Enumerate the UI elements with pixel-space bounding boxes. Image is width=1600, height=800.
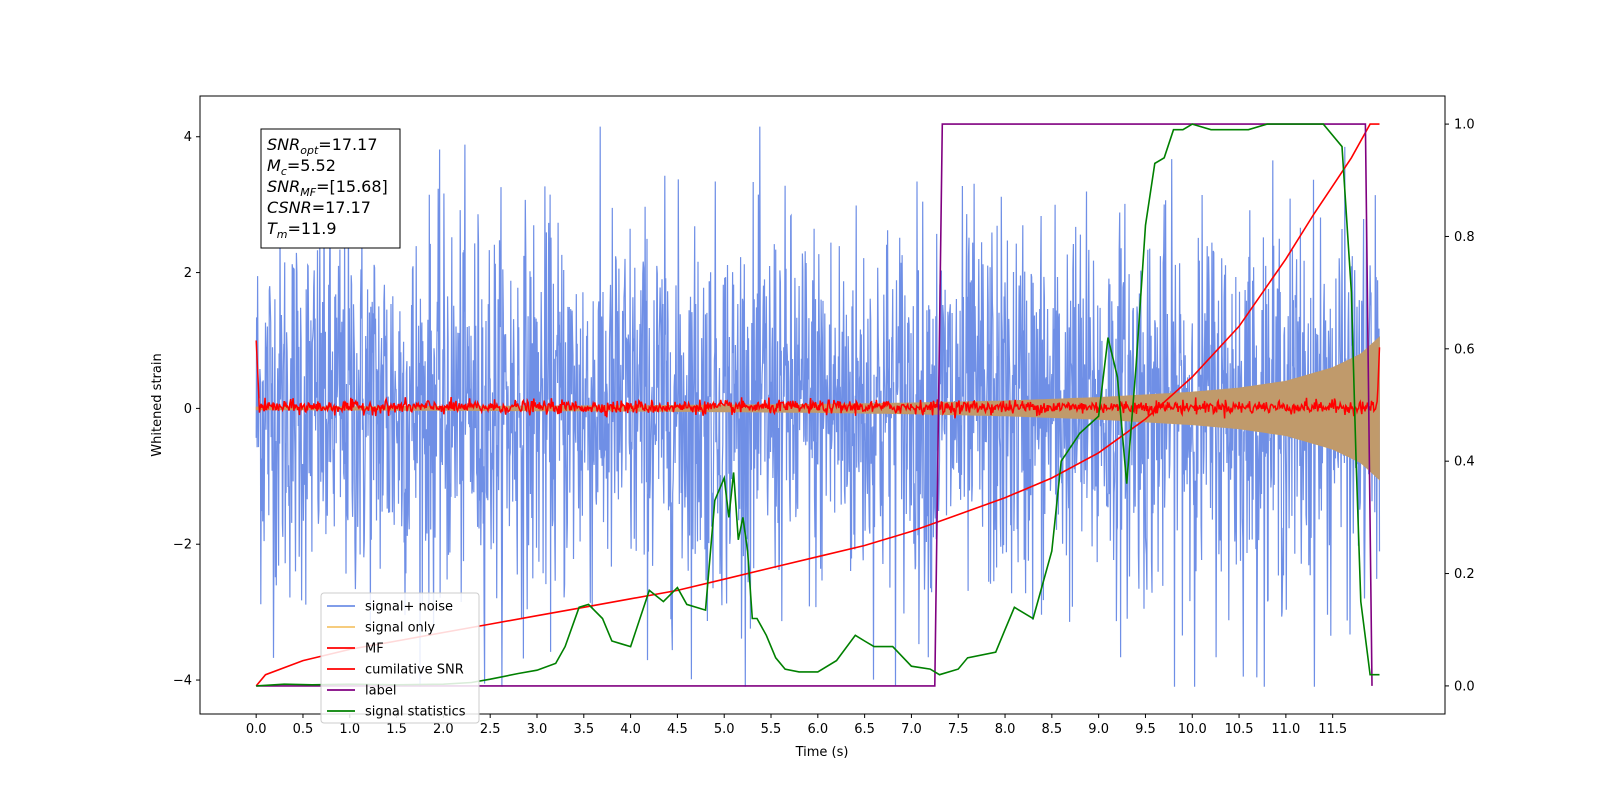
x-tick-label: 10.5: [1225, 722, 1254, 737]
x-tick-label: 9.0: [1088, 722, 1109, 737]
x-tick-label: 11.0: [1271, 722, 1300, 737]
y-tick-label: −4: [173, 674, 192, 689]
y-tick-label: 4: [184, 130, 192, 145]
legend-label-signal-noise: signal+ noise: [365, 600, 453, 615]
x-tick-label: 4.5: [667, 722, 688, 737]
x-tick-label: 6.0: [807, 722, 828, 737]
y-axis-left: −4 −2 0 2 4: [173, 130, 200, 689]
legend-frame: [320, 592, 480, 724]
x-tick-label: 7.5: [948, 722, 969, 737]
x-tick-label: 4.0: [620, 722, 641, 737]
x-tick-label: 8.5: [1041, 722, 1062, 737]
x-tick-label: 5.0: [714, 722, 735, 737]
annotation-line: SNRopt=17.17: [267, 135, 378, 157]
x-axis-label: Time (s): [795, 745, 849, 760]
y2-tick-label: 0.0: [1454, 679, 1475, 694]
y-tick-label: −2: [173, 538, 192, 553]
y-axis-label: Whitened strain: [150, 353, 165, 456]
series-signal-statistics: [256, 123, 1380, 687]
x-tick-label: 11.5: [1318, 722, 1347, 737]
x-tick-label: 9.5: [1135, 722, 1156, 737]
x-tick-label: 6.5: [854, 722, 875, 737]
x-tick-label: 2.0: [433, 722, 454, 737]
x-tick-label: 7.0: [901, 722, 922, 737]
legend-label-signal-only: signal only: [365, 621, 435, 636]
y-axis-right: 0.0 0.2 0.4 0.6 0.8 1.0: [1445, 118, 1475, 694]
x-tick-label: 3.5: [573, 722, 594, 737]
y-tick-label: 2: [184, 266, 192, 281]
x-tick-label: 5.5: [761, 722, 782, 737]
y-tick-label: 0: [184, 402, 192, 417]
legend-label-cumilative-snr: cumilative SNR: [365, 663, 464, 678]
x-tick-label: 8.0: [995, 722, 1016, 737]
series-label: [256, 123, 1373, 687]
annotation-line: Mc=5.52: [267, 156, 336, 178]
legend-label-label: label: [365, 684, 396, 699]
metrics-annotation-box: SNRopt=17.17Mc=5.52SNRMF=[15.68]CSNR=17.…: [260, 128, 401, 249]
x-tick-label: 2.5: [480, 722, 501, 737]
x-tick-label: 10.0: [1178, 722, 1207, 737]
legend-label-signal-statistics: signal statistics: [365, 705, 466, 720]
legend-label-mf: MF: [365, 642, 384, 657]
x-tick-label: 0.5: [293, 722, 314, 737]
annotation-frame: [260, 128, 401, 249]
y2-tick-label: 1.0: [1454, 118, 1475, 133]
annotation-line: SNRMF=[15.68]: [267, 177, 388, 199]
x-tick-label: 0.0: [246, 722, 267, 737]
x-axis: 0.0 0.5 1.0 1.5 2.0 2.5 3.0 3.5 4.0 4.5 5.0 5.5 6.0 6…: [246, 714, 1347, 737]
x-tick-label: 1.0: [339, 722, 360, 737]
y2-tick-label: 0.2: [1454, 567, 1475, 582]
annotation-line: Tm=11.9: [267, 219, 337, 241]
axes-frame: [199, 95, 1446, 715]
x-tick-label: 1.5: [386, 722, 407, 737]
y2-tick-label: 0.8: [1454, 230, 1475, 245]
legend: signal+ noise signal only MF cumilative SNR…: [320, 592, 480, 724]
y2-tick-label: 0.6: [1454, 342, 1475, 357]
y2-tick-label: 0.4: [1454, 455, 1475, 470]
x-tick-label: 3.0: [527, 722, 548, 737]
series-mf: [255, 340, 1381, 419]
annotation-line: CSNR=17.17: [267, 198, 371, 217]
